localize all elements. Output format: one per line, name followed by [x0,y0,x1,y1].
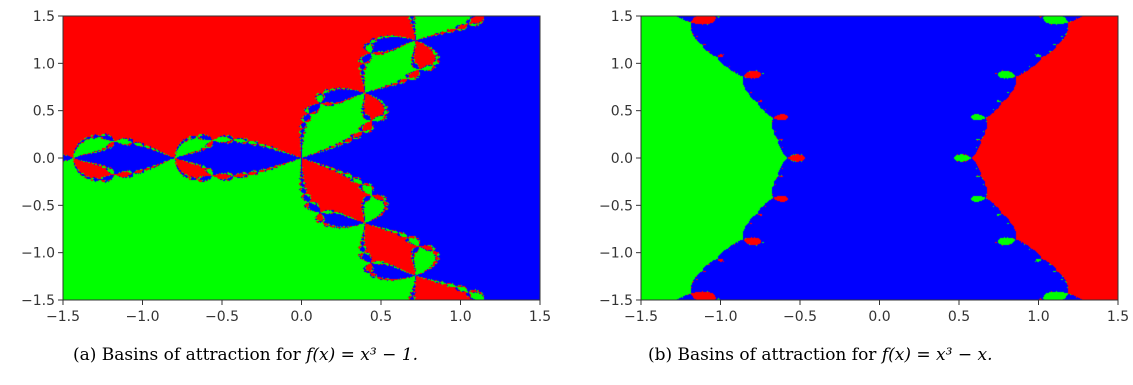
basin-plot-a: −1.5 −1.0 −0.5 0.0 0.5 1.0 1.5 1.5 1.0 0.5 0.0 −0.5… [21,9,551,325]
x-tick-label: −0.5 [783,309,817,325]
chart-panel-b: −1.5 −1.0 −0.5 0.0 0.5 1.0 1.5 1.5 1.0 0.5 0.0 −0.5… [566,0,1133,385]
x-tick-label: 0.0 [868,309,890,325]
x-tick-label: −1.0 [704,309,738,325]
y-tick-label: −1.5 [21,293,55,309]
caption-a-formula: f(x) = x³ − 1. [306,345,418,365]
x-tick-label: −1.0 [126,309,160,325]
y-tick-label: 0.0 [611,151,633,167]
y-tick-label: 1.5 [611,9,633,25]
y-tick-label: 0.0 [33,151,55,167]
y-tick-label: 1.5 [33,9,55,25]
y-tick-label: −1.5 [599,293,633,309]
caption-a-prefix: (a) Basins of attraction for [73,345,307,365]
caption-a: (a) Basins of attraction for f(x) = x³ −… [73,345,418,365]
y-tick-label: −0.5 [21,198,55,214]
x-tick-label: −1.5 [46,309,80,325]
x-tick-label: 1.0 [449,309,471,325]
x-tick-label: −0.5 [205,309,239,325]
caption-b-formula: f(x) = x³ − x. [881,345,993,365]
basin-plot-b: −1.5 −1.0 −0.5 0.0 0.5 1.0 1.5 1.5 1.0 0.5 0.0 −0.5… [599,9,1129,325]
x-tick-label: 1.5 [529,309,551,325]
y-tick-label: −0.5 [599,198,633,214]
chart-panel-a: −1.5 −1.0 −0.5 0.0 0.5 1.0 1.5 1.5 1.0 0.5 0.0 −0.5… [0,0,566,385]
x-tick-label: 0.5 [370,309,392,325]
y-tick-label: −1.0 [21,246,55,262]
y-tick-label: 1.0 [611,56,633,72]
caption-b-prefix: (b) Basins of attraction for [648,345,882,365]
y-tick-label: 1.0 [33,56,55,72]
x-tick-label: −1.5 [624,309,658,325]
x-tick-label: 1.5 [1107,309,1129,325]
basin-image [641,16,1118,300]
x-tick-label: 0.0 [290,309,312,325]
x-tick-label: 1.0 [1027,309,1049,325]
caption-b: (b) Basins of attraction for f(x) = x³ −… [648,345,993,365]
y-tick-label: −1.0 [599,246,633,262]
basin-image [63,16,540,300]
y-tick-label: 0.5 [611,104,633,120]
y-tick-label: 0.5 [33,104,55,120]
x-tick-label: 0.5 [948,309,970,325]
